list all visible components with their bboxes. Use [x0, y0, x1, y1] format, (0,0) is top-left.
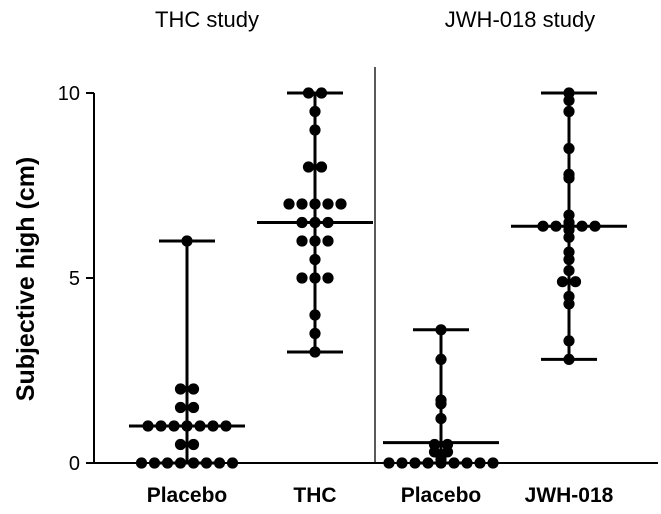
data-point: [396, 457, 408, 469]
data-point: [563, 142, 575, 155]
data-point: [563, 94, 575, 106]
data-point: [207, 420, 219, 432]
group-thc: [257, 87, 373, 358]
y-tick-label-0: 0: [69, 453, 80, 475]
data-point: [563, 231, 575, 243]
data-point: [174, 438, 187, 451]
data-point: [315, 87, 328, 99]
data-point: [148, 457, 161, 469]
group-thc-placebo: [129, 235, 245, 469]
data-point: [563, 265, 575, 277]
data-point: [309, 309, 321, 321]
data-point: [168, 420, 180, 432]
data-point: [315, 161, 328, 173]
data-point: [322, 216, 334, 229]
data-point: [569, 276, 582, 288]
data-point: [589, 220, 601, 232]
data-point: [309, 272, 321, 284]
data-point: [226, 457, 239, 469]
data-point: [309, 235, 321, 247]
data-point: [296, 272, 308, 284]
data-point: [576, 220, 588, 232]
x-label-thc: THC: [293, 484, 336, 507]
data-point: [435, 353, 447, 365]
data-point: [309, 216, 321, 229]
group-jwh-placebo: [383, 324, 499, 469]
data-point: [220, 420, 232, 432]
data-point: [537, 220, 549, 232]
data-point: [487, 457, 499, 469]
data-point: [142, 420, 154, 432]
data-point: [322, 235, 334, 247]
data-point: [296, 198, 308, 210]
data-point: [474, 457, 486, 469]
data-point: [181, 235, 193, 247]
panel-title-jwh-study: JWH-018 study: [445, 7, 595, 32]
data-point: [296, 235, 308, 247]
group-jwh-018: [511, 87, 627, 365]
y-tick-label-5: 5: [69, 268, 80, 290]
data-point: [187, 383, 200, 395]
data-point: [194, 420, 206, 432]
data-point: [550, 220, 562, 232]
data-point: [461, 457, 473, 469]
data-point: [283, 198, 295, 210]
data-point: [302, 161, 315, 173]
data-point: [563, 335, 575, 347]
data-point: [187, 438, 200, 451]
data-point: [383, 457, 395, 469]
x-label-jwh-placebo: Placebo: [401, 484, 482, 507]
data-point: [435, 413, 447, 425]
data-point: [435, 453, 447, 465]
data-point: [563, 172, 575, 184]
data-point: [309, 253, 321, 266]
data-point: [155, 420, 167, 432]
data-point: [309, 124, 321, 136]
data-point: [563, 298, 575, 310]
data-point: [556, 276, 569, 288]
data-point: [181, 420, 193, 432]
data-point: [187, 401, 200, 414]
data-point: [563, 105, 575, 118]
data-point: [322, 198, 334, 210]
data-point: [302, 87, 315, 99]
data-point: [563, 253, 575, 266]
panel-title-thc-study: THC study: [155, 7, 259, 32]
data-point: [309, 198, 321, 210]
data-point: [174, 401, 187, 414]
data-point: [448, 457, 460, 469]
y-tick-label-10: 10: [58, 83, 80, 105]
data-point: [563, 353, 575, 365]
data-point: [309, 105, 321, 118]
x-label-thc-placebo: Placebo: [147, 484, 228, 507]
data-point: [174, 383, 187, 395]
y-axis-title: Subjective high (cm): [12, 157, 40, 401]
data-point: [174, 457, 187, 469]
data-point: [187, 457, 200, 469]
data-point: [309, 327, 321, 340]
data-point: [135, 457, 148, 469]
data-point: [435, 324, 447, 336]
data-point: [409, 457, 421, 469]
data-point: [335, 198, 347, 210]
data-point: [422, 457, 434, 469]
data-point: [435, 398, 447, 410]
data-point: [309, 346, 321, 358]
data-point: [296, 216, 308, 229]
data-point: [322, 272, 334, 284]
x-label-jwh-018: JWH-018: [525, 484, 614, 507]
data-point: [213, 457, 226, 469]
data-point: [161, 457, 174, 469]
data-point: [200, 457, 213, 469]
